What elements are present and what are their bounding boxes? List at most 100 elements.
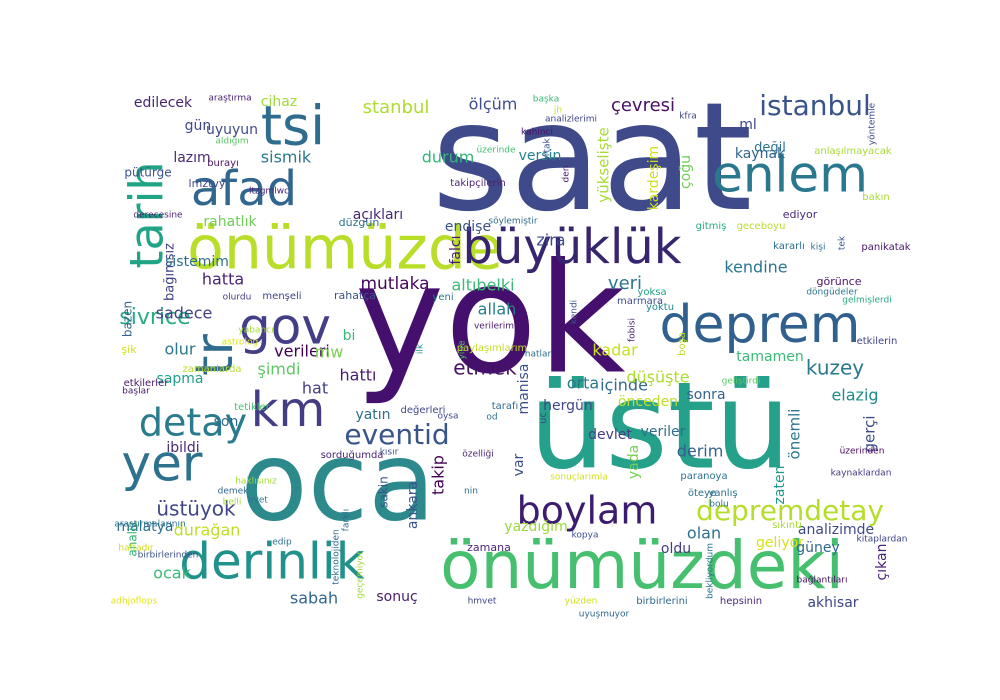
word-181: haftadır xyxy=(118,544,153,554)
word-153: takipçilerin xyxy=(450,178,505,189)
word-131: paylaşımlarım xyxy=(457,343,528,354)
word-191: yüzden xyxy=(565,597,598,607)
word-22: istanbul xyxy=(759,89,871,122)
word-39: kaynak xyxy=(735,146,786,162)
word-129: yine xyxy=(458,340,468,360)
word-21: eventid xyxy=(344,418,449,451)
word-123: değerleri xyxy=(401,404,446,416)
word-6: önümüzde xyxy=(187,214,503,284)
word-162: etkilerin xyxy=(857,336,898,347)
word-7: büyüklük xyxy=(462,219,681,275)
word-89: sakin xyxy=(377,476,391,508)
word-43: endişe xyxy=(445,219,491,235)
word-29: gün xyxy=(185,118,212,134)
word-155: gitmiş xyxy=(696,221,727,232)
word-69: elazig xyxy=(831,386,878,405)
word-174: nin xyxy=(464,487,478,497)
word-190: hmvet xyxy=(468,597,497,607)
word-188: adhjoflops xyxy=(111,597,158,607)
word-151: ortak xyxy=(543,137,553,161)
word-159: anlaşılmayacak xyxy=(814,146,892,157)
word-115: olurdu xyxy=(223,293,252,303)
word-12: tr xyxy=(185,334,245,376)
word-192: uyuşmuyor xyxy=(579,610,630,620)
word-93: geliyor xyxy=(756,535,804,551)
word-165: kaynaklardan xyxy=(831,469,892,479)
word-173: farklı xyxy=(342,509,352,532)
word-133: yoksa xyxy=(637,287,666,298)
word-85: durağan xyxy=(174,521,241,540)
word-3: oca xyxy=(240,417,435,545)
word-98: sabah xyxy=(290,589,338,608)
word-113: yabancı xyxy=(238,326,273,336)
word-58: şimdi xyxy=(258,360,301,379)
word-138: döngüdeler xyxy=(806,288,858,298)
word-127: oysa xyxy=(437,412,458,422)
word-8: deprem xyxy=(660,295,861,355)
word-68: sonra xyxy=(686,387,725,403)
word-48: mutlaka xyxy=(360,274,429,294)
word-143: tek xyxy=(838,235,848,250)
word-88: ankara xyxy=(405,481,421,529)
word-147: analizlerimi xyxy=(545,115,597,125)
word-185: geçemiyor xyxy=(356,551,366,599)
word-26: edilecek xyxy=(134,95,193,111)
word-148: kfra xyxy=(679,112,697,122)
word-103: sistemim xyxy=(165,254,229,270)
word-31: lazım xyxy=(173,150,210,166)
word-77: devlet xyxy=(588,427,632,443)
word-24: ölçüm xyxy=(469,95,518,114)
word-121: başlar xyxy=(122,387,150,397)
word-120: etkilerler xyxy=(124,378,170,389)
word-135: marmara xyxy=(617,296,663,307)
word-140: görünce xyxy=(817,275,862,288)
word-178: yanlış xyxy=(708,488,737,499)
word-177: öteye xyxy=(688,488,716,499)
word-142: kişi xyxy=(811,243,826,253)
word-182: birbirlerinden xyxy=(138,551,199,561)
word-73: hergün xyxy=(543,398,593,414)
word-116: menşeli xyxy=(262,291,301,302)
word-175: sonuçlarımla xyxy=(550,473,608,483)
word-154: söylemiştir xyxy=(488,217,538,227)
word-33: durum xyxy=(422,148,475,167)
word-157: ediyor xyxy=(783,208,818,221)
word-61: manisa xyxy=(516,364,532,415)
word-76: son xyxy=(214,414,239,430)
word-4: üstü xyxy=(529,358,791,497)
word-183: edip xyxy=(272,538,292,548)
word-119: zamanlarda xyxy=(183,364,242,375)
word-82: zaten xyxy=(772,466,788,505)
word-141: kararlı xyxy=(773,241,805,252)
word-196: bağlantıları xyxy=(797,576,848,586)
word-67: tamamen xyxy=(736,349,803,365)
word-55: bi xyxy=(343,328,356,344)
word-166: özelliği xyxy=(462,450,493,460)
word-51: sivrice xyxy=(119,305,190,330)
word-64: içinde xyxy=(600,376,648,395)
word-52: verileri xyxy=(274,342,330,361)
word-164: üzerinden xyxy=(840,447,885,457)
word-92: analizimde xyxy=(798,522,874,538)
word-36: kardeşim xyxy=(646,146,662,210)
word-167: kısır xyxy=(380,448,399,458)
word-122: tetikler xyxy=(234,402,270,413)
word-110: derecesine xyxy=(133,211,183,221)
word-96: çıkan xyxy=(874,544,890,581)
word-35: yükselişte xyxy=(595,127,613,202)
word-1: saat xyxy=(432,71,753,245)
word-74: önceden xyxy=(618,394,678,410)
word-194: hepsinin xyxy=(720,596,762,607)
word-17: derinlik xyxy=(179,533,364,591)
word-163: geliştirdi xyxy=(722,377,761,387)
word-104: bazen xyxy=(121,301,135,337)
word-105: pütürge xyxy=(124,166,171,180)
word-57: hattı xyxy=(340,366,377,385)
word-111: düzgün xyxy=(339,216,380,229)
word-72: var xyxy=(511,453,527,476)
word-70: sapma xyxy=(157,371,204,387)
word-195: bekliyordum xyxy=(706,543,716,599)
word-83: yada xyxy=(626,445,642,479)
word-5: önümüzdeki xyxy=(440,527,844,604)
